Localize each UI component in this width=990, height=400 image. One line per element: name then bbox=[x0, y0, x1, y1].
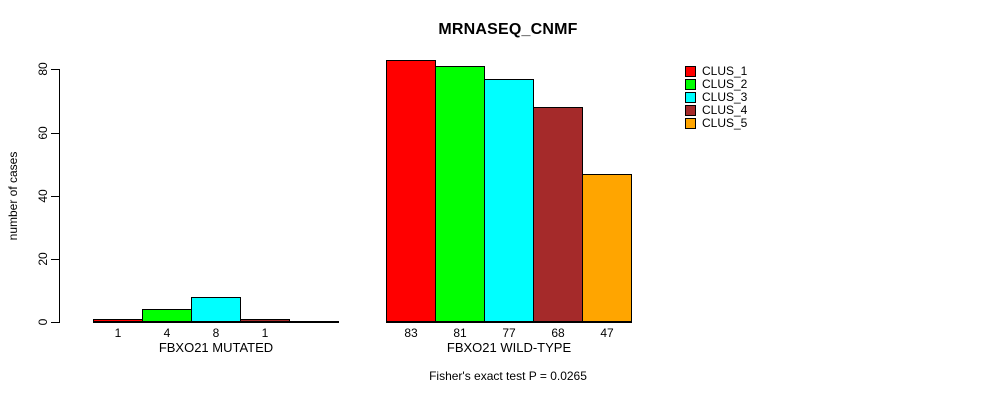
bar-value-label: 81 bbox=[453, 326, 467, 340]
legend-label: CLUS_4 bbox=[702, 103, 748, 117]
legend-swatch-icon bbox=[685, 66, 696, 77]
group-baseline bbox=[386, 321, 632, 323]
bar-clus_4 bbox=[240, 319, 290, 322]
group-label: FBXO21 WILD-TYPE bbox=[446, 340, 572, 355]
y-tick-label: 20 bbox=[36, 252, 50, 266]
y-tick-label: 40 bbox=[36, 189, 50, 203]
group-label: FBXO21 MUTATED bbox=[158, 340, 274, 355]
bar-value-label: 77 bbox=[502, 326, 516, 340]
legend-item: CLUS_5 bbox=[685, 117, 747, 130]
y-tick bbox=[51, 133, 59, 134]
y-tick bbox=[51, 259, 59, 260]
y-tick-label: 60 bbox=[36, 126, 50, 140]
legend-item: CLUS_3 bbox=[685, 91, 747, 104]
bar-clus_5 bbox=[582, 174, 632, 322]
y-tick-label: 0 bbox=[36, 318, 50, 326]
bar-value-label: 47 bbox=[600, 326, 614, 340]
legend-swatch-icon bbox=[685, 79, 696, 90]
y-tick-label: 80 bbox=[36, 62, 50, 76]
legend-swatch-icon bbox=[685, 105, 696, 116]
bar-clus_1 bbox=[93, 319, 143, 322]
bar-clus_3 bbox=[484, 79, 534, 322]
bar-clus_4 bbox=[533, 107, 583, 322]
legend: CLUS_1 CLUS_2 CLUS_3 CLUS_4 CLUS_5 bbox=[685, 65, 747, 130]
bar-value-label: 83 bbox=[404, 326, 418, 340]
legend-label: CLUS_1 bbox=[702, 64, 748, 78]
legend-swatch-icon bbox=[685, 118, 696, 129]
bar-value-label: 8 bbox=[212, 326, 220, 340]
chart-title: MRNASEQ_CNMF bbox=[438, 21, 578, 38]
bar-clus_1 bbox=[386, 60, 436, 322]
p-value-annotation: Fisher's exact test P = 0.0265 bbox=[429, 369, 587, 383]
legend-label: CLUS_3 bbox=[702, 90, 748, 104]
bar-value-label: 4 bbox=[163, 326, 171, 340]
bar-value-label: 1 bbox=[261, 326, 269, 340]
legend-item: CLUS_2 bbox=[685, 78, 747, 91]
bar-clus_2 bbox=[142, 309, 192, 322]
legend-label: CLUS_5 bbox=[702, 116, 748, 130]
y-axis-line bbox=[59, 69, 60, 323]
group-baseline bbox=[93, 321, 339, 323]
y-tick bbox=[51, 69, 59, 70]
bar-clus_2 bbox=[435, 66, 485, 322]
y-axis-title: number of cases bbox=[6, 151, 20, 241]
y-tick bbox=[51, 196, 59, 197]
bar-value-label: 1 bbox=[114, 326, 122, 340]
bar-clus_3 bbox=[191, 297, 241, 322]
y-tick bbox=[51, 322, 59, 323]
legend-swatch-icon bbox=[685, 92, 696, 103]
legend-label: CLUS_2 bbox=[702, 77, 748, 91]
legend-item: CLUS_1 bbox=[685, 65, 747, 78]
legend-item: CLUS_4 bbox=[685, 104, 747, 117]
bar-value-label: 68 bbox=[551, 326, 565, 340]
